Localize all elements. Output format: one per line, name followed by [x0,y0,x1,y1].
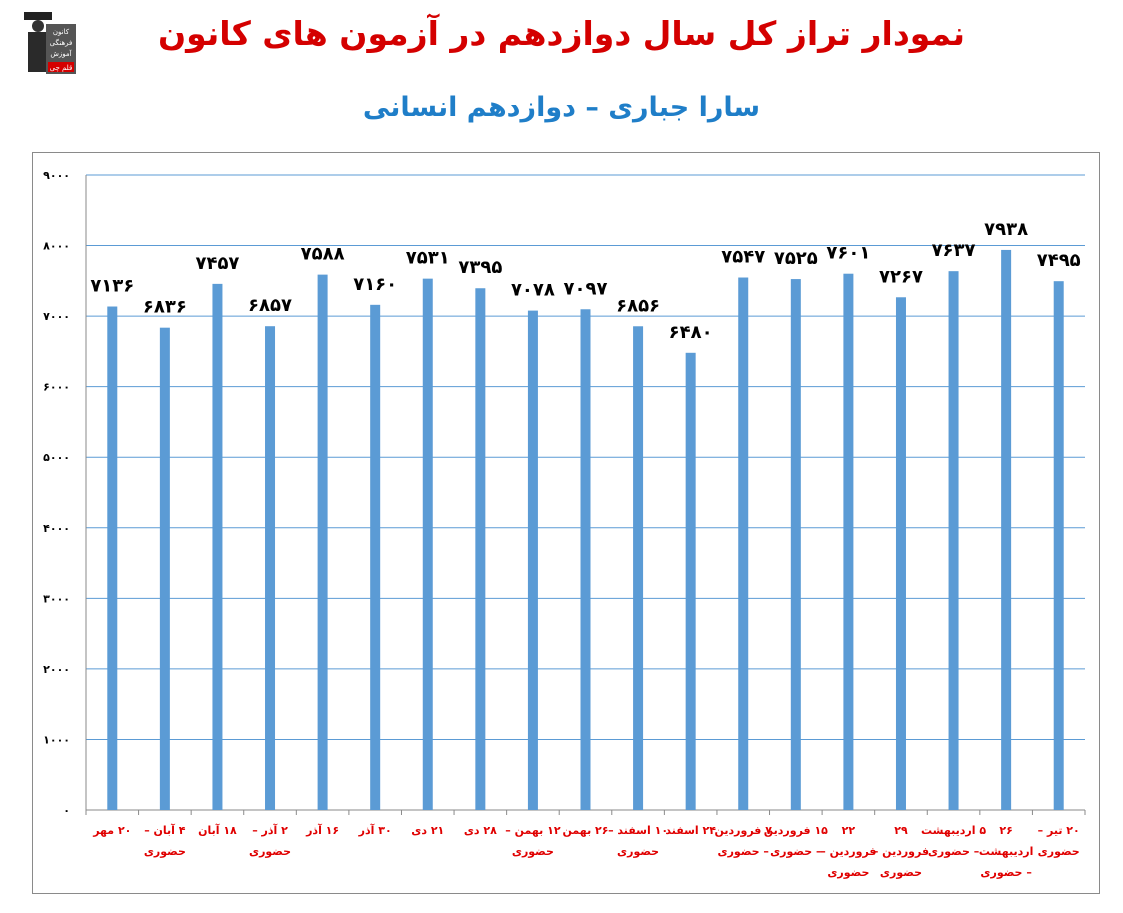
x-tick-label: – حضوری [770,845,821,858]
bar [1001,249,1012,810]
x-tick-label: اردیبهشت [979,845,1033,858]
x-tick-label: فروردین – [820,845,876,858]
x-tick-label: ۱۲ بهمن – [505,824,561,837]
x-tick-label: ۱۶ آذر [305,823,339,837]
data-label: ۷۰۷۸ [511,280,555,301]
data-label: ۶۸۵۷ [248,295,292,316]
bar [317,274,328,810]
x-tick-label: ۱۵ فروردین [764,824,828,837]
bar [475,288,486,810]
y-tick-label: ۱۰۰۰ [43,733,70,746]
bar [895,297,906,810]
chart-frame: ۰ ۱۰۰۰ ۲۰۰۰ ۳۰۰۰ ۴۰۰۰ ۵۰۰۰ ۶۰۰۰ ۷۰۰۰ ۸۰۰۰ ۹۰۰۰ ۷۱۳… [32,152,1100,894]
data-label: ۷۲۶۷ [879,266,923,287]
data-label: ۷۶۰۱ [826,243,870,264]
x-tick-label: – حضوری [928,845,979,858]
data-label: ۷۴۵۷ [195,253,239,274]
bar [422,278,433,810]
x-tick-label: ۵ اردیبهشت [921,824,986,837]
y-tick-label: ۲۰۰۰ [43,663,70,676]
kanoon-logo: کانون فرهنگی آموزش قلم چی [20,10,78,80]
x-tick-label: ۲۶ [999,824,1012,837]
bar [1053,281,1064,810]
x-tick-label: – حضوری [718,845,769,858]
bar [685,352,696,810]
data-label: ۷۵۲۵ [774,248,818,269]
data-label: ۷۹۳۸ [984,219,1028,240]
y-tick-label: ۵۰۰۰ [43,451,70,464]
bar [580,309,591,810]
x-tick-label: حضوری [512,845,554,858]
bar [738,277,749,810]
bar [265,326,276,810]
bar [948,271,959,810]
x-tick-label: ۴ آبان – [144,823,186,837]
bar [370,304,381,810]
data-label: ۷۵۸۸ [301,244,345,265]
bar [790,279,801,810]
x-tick-label: ۱۰ اسفند – [608,824,668,837]
x-tick-label: حضوری [249,845,291,858]
bar [843,273,854,810]
data-label: ۷۳۹۵ [458,257,502,278]
data-label: ۷۵۴۷ [721,247,765,268]
y-tick-label: ۷۰۰۰ [43,310,70,323]
logo-text: فرهنگی [50,38,73,47]
page-subtitle: سارا جباری – دوازدهم انسانی [362,92,761,123]
x-tick-label: حضوری [827,866,869,879]
data-label: ۶۸۵۶ [616,295,660,316]
data-label: ۷۴۹۵ [1037,250,1081,271]
x-tick-label: ۲۶ بهمن [563,824,609,837]
x-tick-label: ۲۴ اسفند [665,824,716,837]
x-tick-label: ۲۰ مهر [92,824,131,837]
x-tick-label: ۱۸ آبان [198,823,237,837]
x-tick-label: ۲۰ تیر – [1038,824,1080,837]
x-tick-label: فروردین – [873,845,929,858]
data-label: ۷۱۳۶ [90,276,134,297]
bar-chart: ۰ ۱۰۰۰ ۲۰۰۰ ۳۰۰۰ ۴۰۰۰ ۵۰۰۰ ۶۰۰۰ ۷۰۰۰ ۸۰۰۰ ۹۰۰۰ ۷۱۳… [43,169,1086,879]
data-label: ۷۵۳۱ [406,248,450,269]
y-tick-label: ۶۰۰۰ [43,381,70,394]
data-label: ۷۱۶۰ [353,274,397,295]
bar [107,306,118,810]
x-tick-label: ۲۹ [894,824,908,837]
data-label: ۷۰۹۷ [564,278,608,299]
data-label: ۶۴۸۰ [669,322,713,343]
x-tick-label: ۲۸ دی [464,824,497,837]
y-tick-label: ۹۰۰۰ [43,169,70,182]
x-tick-label: حضوری [144,845,186,858]
x-tick-label: ۲۱ دی [411,824,444,837]
x-tick-label: ۷ فروردین [715,824,773,837]
bar [633,326,644,810]
x-tick-label: حضوری [617,845,659,858]
x-tick-label: ۲ آذر – [252,823,288,837]
y-tick-label: ۸۰۰۰ [43,240,70,253]
data-label: ۷۶۳۷ [932,240,976,261]
y-tick-label: ۰ [63,804,70,817]
y-tick-label: ۳۰۰۰ [43,592,70,605]
x-tick-label: ۲۲ [842,824,856,837]
x-tick-label: حضوری [880,866,922,879]
x-tick-label: حضوری [1038,845,1080,858]
page-title: نمودار تراز کل سال دوازدهم در آزمون های … [157,14,966,53]
x-tick-label: ۳۰ آذر [358,823,392,837]
logo-text: قلم چی [50,64,73,72]
bar [527,310,538,810]
logo-text: آموزش [50,49,72,58]
bar [159,327,170,810]
data-label: ۶۸۳۶ [143,297,187,318]
logo-text: کانون [53,28,70,36]
x-tick-label: – حضوری [980,866,1031,879]
bar [212,283,223,811]
y-tick-label: ۴۰۰۰ [43,522,70,535]
